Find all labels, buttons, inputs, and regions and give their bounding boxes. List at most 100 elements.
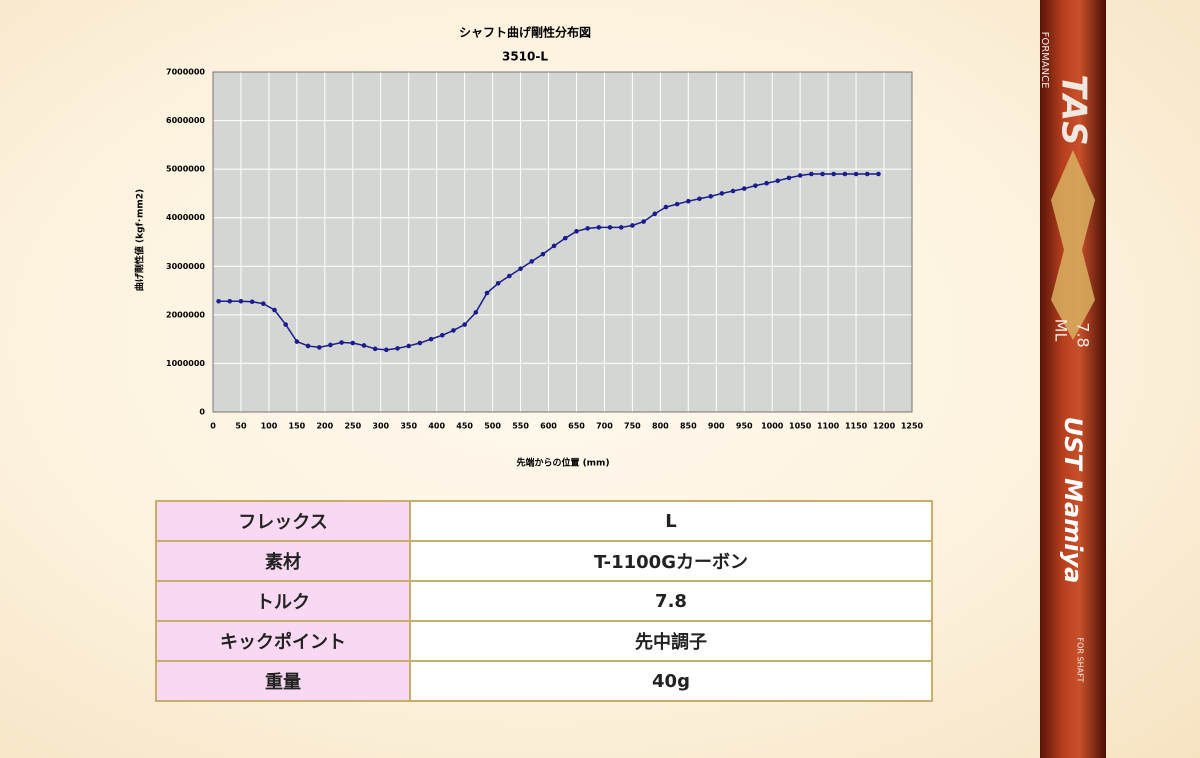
x-tick-label: 900 [708,422,725,431]
data-point [384,347,389,353]
data-point [753,183,758,188]
data-point [249,299,255,305]
x-tick-label: 150 [289,422,306,431]
spec-key: キックポイント [155,620,411,662]
data-point [809,171,814,177]
x-tick-label: 550 [512,422,529,431]
x-tick-label: 450 [456,422,473,431]
data-point [328,342,333,348]
x-tick-label: 400 [428,422,445,431]
spec-row: 素材 T-1100Gカーボン [155,540,933,582]
data-point [585,226,590,231]
shaft-maker: UST Mamiya [1059,417,1087,584]
x-tick-label: 500 [484,422,501,431]
plot-area [212,71,913,413]
data-point [473,310,479,315]
data-point [652,211,658,217]
data-point [495,280,501,286]
chart-subtitle: 3510-L [502,50,548,64]
data-point [439,332,445,338]
data-point [876,171,881,177]
spec-value: T-1100Gカーボン [409,540,933,582]
data-point [574,229,579,234]
y-tick-label: 2000000 [166,310,205,319]
x-tick-label: 250 [344,422,361,431]
data-point [540,251,546,257]
y-tick-label: 5000000 [166,165,205,174]
x-tick-label: 0 [210,422,216,431]
data-point [305,343,311,349]
data-point [562,235,568,241]
data-point [641,219,646,224]
data-point [216,298,221,304]
data-point [820,171,825,177]
data-point [316,345,322,350]
x-tick-label: 700 [596,422,613,431]
data-point [339,340,344,345]
spec-key: トルク [155,580,411,622]
data-point [294,339,300,344]
x-tick-label: 850 [680,422,697,431]
data-point [361,343,367,348]
x-tick-label: 1000 [761,422,784,431]
spec-row: 重量 40g [155,660,933,702]
data-point [428,336,434,342]
y-tick-label: 1000000 [166,359,205,368]
data-point [261,301,266,306]
data-point [596,225,602,230]
x-tick-label: 1150 [845,422,868,431]
data-point [283,322,288,327]
data-point [864,171,870,177]
x-tick-label: 950 [736,422,753,431]
data-point [395,346,400,351]
data-point [507,273,512,279]
x-tick-label: 100 [261,422,278,431]
spec-row: キックポイント 先中調子 [155,620,933,662]
data-point [551,243,557,249]
data-point [529,259,535,264]
spec-row: トルク 7.8 [155,580,933,622]
data-point [741,186,747,191]
x-tick-label: 1200 [873,422,896,431]
x-tick-label: 50 [235,422,247,431]
data-point [227,298,233,304]
shaft-badge: FOR SHAFT [1076,638,1085,683]
data-point [708,194,713,199]
x-tick-label: 1100 [817,422,840,431]
data-point [406,343,412,349]
data-point [607,225,613,230]
data-point [451,328,456,333]
data-point [686,198,691,204]
data-point [630,223,635,228]
x-axis-label: 先端からの位置 (mm) [516,457,609,469]
x-tick-label: 650 [568,422,585,431]
shaft-model: ML [1052,319,1071,342]
data-point [786,175,792,181]
x-tick-label: 1250 [901,422,924,431]
data-point [372,346,378,352]
x-tick-label: 750 [624,422,641,431]
spec-table: フレックス L 素材 T-1100Gカーボン トルク 7.8 キックポイント 先中調子 … [155,500,933,702]
y-tick-label: 6000000 [166,116,205,125]
spec-row: フレックス L [155,500,933,542]
data-point [775,178,781,184]
shaft-brand: TAS [1054,74,1094,145]
x-tick-label: 300 [372,422,389,431]
shaft-emblem [1051,150,1095,340]
spec-key: 素材 [155,540,411,582]
x-tick-label: 1050 [789,422,812,431]
data-point [674,201,680,207]
data-point [518,266,523,272]
spec-value: L [409,500,933,542]
shaft-sub: FORMANCE [1039,32,1050,89]
data-point [417,340,423,346]
x-tick-label: 600 [540,422,557,431]
plot-frame [212,71,913,413]
spec-value: 7.8 [409,580,933,622]
y-tick-label: 7000000 [166,68,205,77]
chart-title: シャフト曲げ剛性分布図 [459,25,591,40]
data-point [238,298,244,304]
y-axis-label: 曲げ剛性値 (kgf･mm2) [134,189,146,291]
